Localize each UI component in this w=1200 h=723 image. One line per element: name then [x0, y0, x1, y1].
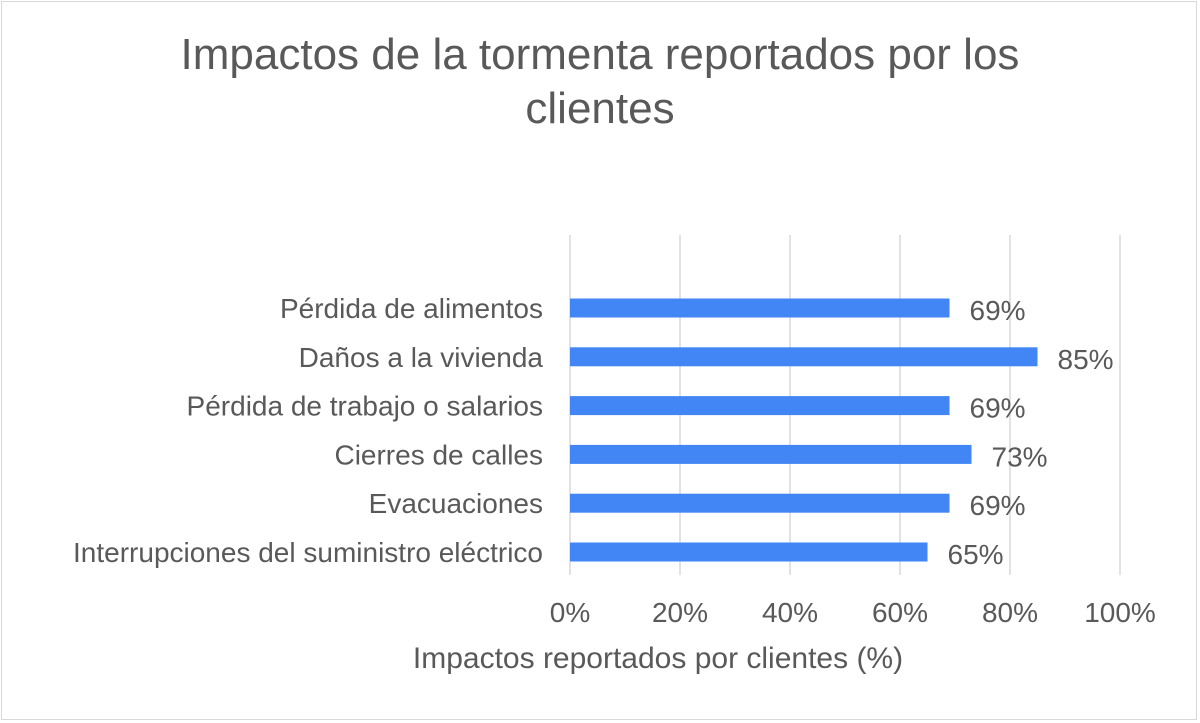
category-label: Cierres de calles [334, 439, 543, 470]
x-tick-label: 60% [872, 597, 928, 628]
category-label: Interrupciones del suministro eléctrico [73, 537, 543, 568]
bar [570, 542, 928, 562]
x-tick-label: 40% [762, 597, 818, 628]
bars [570, 298, 1038, 562]
category-label: Daños a la vivienda [299, 342, 544, 373]
labels: 0% 20% 40% 60% 80% 100% Pérdida de alimentos 69… [73, 293, 1156, 628]
category-label: Pérdida de trabajo o salarios [187, 391, 543, 422]
data-label: 69% [970, 393, 1026, 424]
data-label: 65% [948, 539, 1004, 570]
bar [570, 444, 972, 464]
bar [570, 493, 950, 513]
bar [570, 347, 1038, 367]
x-tick-label: 80% [982, 597, 1038, 628]
chart-title: Impactos de la tormenta reportados por l… [180, 30, 1020, 133]
x-tick-label: 0% [550, 597, 590, 628]
bar [570, 298, 950, 318]
bar [570, 396, 950, 416]
data-label: 85% [1058, 344, 1114, 375]
category-label: Pérdida de alimentos [280, 293, 543, 324]
data-label: 69% [970, 295, 1026, 326]
x-tick-label: 100% [1084, 597, 1156, 628]
data-label: 73% [992, 441, 1048, 472]
category-label: Evacuaciones [369, 488, 543, 519]
x-axis-title: Impactos reportados por clientes (%) [413, 642, 903, 675]
data-label: 69% [970, 490, 1026, 521]
x-tick-label: 20% [652, 597, 708, 628]
